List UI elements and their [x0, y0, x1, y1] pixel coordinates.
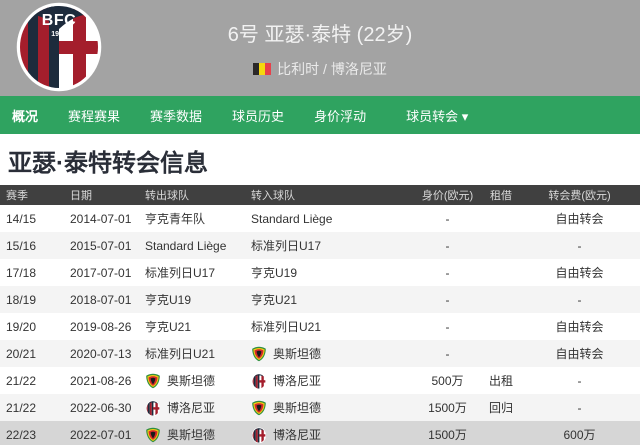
svg-text:BFC: BFC — [42, 12, 76, 29]
svg-text:1909: 1909 — [51, 31, 67, 38]
